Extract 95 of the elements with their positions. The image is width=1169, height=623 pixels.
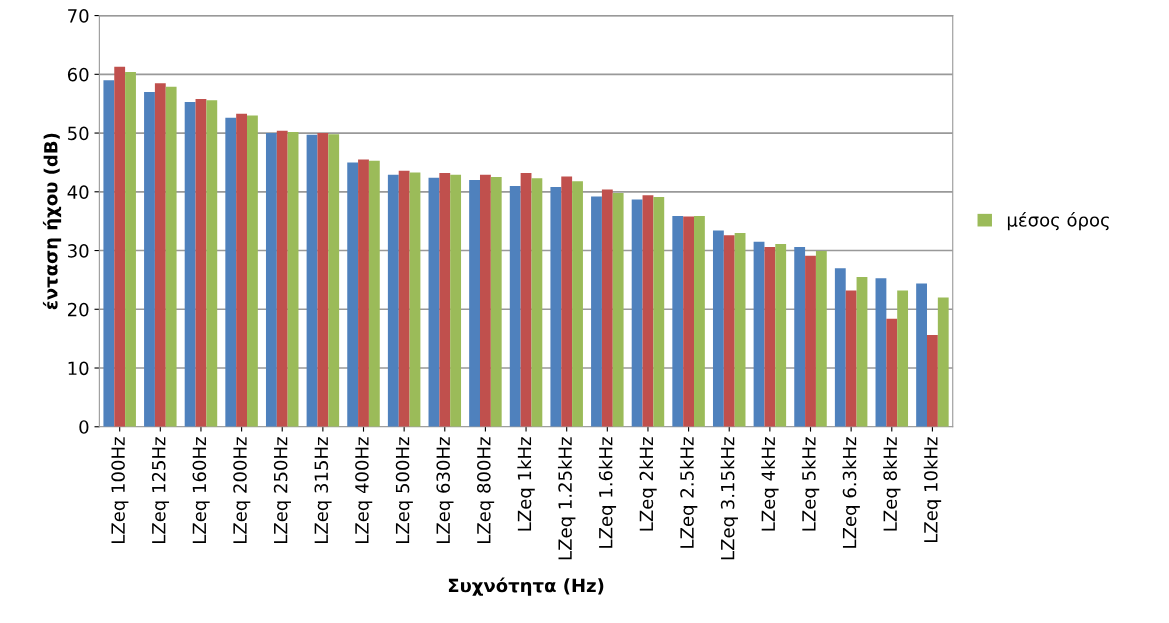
bar — [247, 115, 258, 427]
bar — [775, 244, 787, 427]
bar — [794, 247, 806, 427]
x-tick-label: LZeq 4kHz — [761, 437, 779, 531]
bar — [195, 98, 207, 427]
bar — [937, 297, 949, 427]
bar — [875, 278, 887, 427]
bar — [490, 177, 502, 427]
y-tick-label: 50 — [68, 126, 89, 141]
x-tick-label: LZeq 630Hz — [436, 437, 454, 543]
x-axis-title: Συχνότητα (Hz) — [448, 577, 604, 596]
bar — [398, 170, 410, 427]
bar — [306, 134, 318, 427]
bar — [753, 241, 765, 427]
bar — [612, 192, 624, 427]
x-tick-label: LZeq 200Hz — [233, 437, 251, 543]
bar — [572, 181, 583, 427]
x-tick-label: LZeq 8kHz — [883, 437, 901, 531]
x-tick-label: LZeq 800Hz — [476, 437, 495, 543]
y-tick-label: 0 — [79, 420, 89, 434]
bar — [265, 133, 277, 427]
x-tick-label: LZeq 5kHz — [801, 437, 820, 531]
bar — [886, 318, 898, 427]
x-tick-label: LZeq 3.15kHz — [720, 437, 738, 560]
bar — [764, 247, 776, 427]
bar — [834, 268, 846, 427]
x-tick-label: LZeq 1kHz — [517, 437, 535, 531]
x-tick-label: LZeq 2.5kHz — [679, 437, 698, 548]
bar — [114, 66, 126, 427]
x-tick-label: LZeq 250Hz — [273, 437, 291, 543]
y-tick-label: 10 — [68, 361, 89, 376]
bar — [317, 133, 329, 427]
bar — [358, 159, 369, 427]
bar — [368, 160, 380, 427]
bar — [409, 172, 421, 427]
bar — [927, 335, 938, 427]
bar — [206, 100, 218, 427]
bar — [683, 216, 695, 427]
bar — [439, 173, 451, 427]
bar — [520, 173, 532, 427]
bar — [387, 174, 399, 427]
x-tick-label: LZeq 10kHz — [923, 437, 942, 542]
bar — [287, 131, 299, 427]
x-tick-label: LZeq 1.25kHz — [557, 437, 576, 560]
bar — [845, 290, 857, 427]
bar — [328, 134, 340, 427]
x-tick-label: LZeq 1.6kHz — [598, 437, 617, 548]
bar — [276, 130, 288, 427]
bar — [642, 195, 654, 427]
bar — [550, 187, 562, 427]
x-tick-label: LZeq 400Hz — [355, 437, 373, 543]
y-tick-label: 70 — [68, 9, 89, 23]
y-tick-label: 60 — [67, 67, 89, 82]
bar — [694, 215, 705, 427]
bar — [103, 80, 115, 427]
y-axis-title: ένταση ήχου (dB) — [42, 133, 62, 310]
x-tick-label: LZeq 315Hz — [314, 437, 332, 543]
y-tick-label: 30 — [68, 243, 89, 258]
bar — [631, 199, 643, 427]
bar — [601, 189, 613, 427]
bar — [531, 178, 543, 427]
bar — [184, 101, 196, 427]
bar — [236, 113, 248, 427]
x-tick-label: LZeq 125Hz — [151, 437, 170, 543]
bar — [916, 283, 927, 427]
y-tick-label: 40 — [67, 185, 89, 199]
bar — [347, 162, 359, 427]
bar — [154, 83, 166, 427]
x-tick-label: LZeq 500Hz — [395, 437, 413, 543]
x-tick-label: LZeq 2kHz — [639, 437, 657, 531]
bar — [897, 290, 909, 427]
bar — [428, 177, 440, 427]
bar — [712, 230, 724, 427]
x-tick-label: LZeq 6.3kHz — [842, 437, 860, 548]
bar — [672, 215, 684, 427]
bar — [723, 235, 735, 427]
bar — [480, 174, 491, 427]
bar — [509, 185, 521, 427]
bar — [734, 232, 746, 427]
x-tick-label: LZeq 160Hz — [192, 437, 210, 543]
bar — [805, 255, 816, 427]
bar — [450, 174, 462, 427]
bar — [856, 276, 868, 427]
bar — [165, 86, 177, 427]
y-tick-label: 20 — [67, 302, 89, 317]
bar — [144, 91, 155, 427]
bar — [653, 197, 665, 427]
x-tick-label: LZeq 100Hz — [111, 437, 129, 543]
bar — [225, 117, 237, 427]
bar — [469, 180, 480, 427]
bar — [125, 71, 136, 427]
bar — [561, 176, 573, 427]
bar — [815, 251, 827, 427]
legend-label: μέσος όρος — [1007, 212, 1109, 231]
bar — [591, 196, 602, 427]
